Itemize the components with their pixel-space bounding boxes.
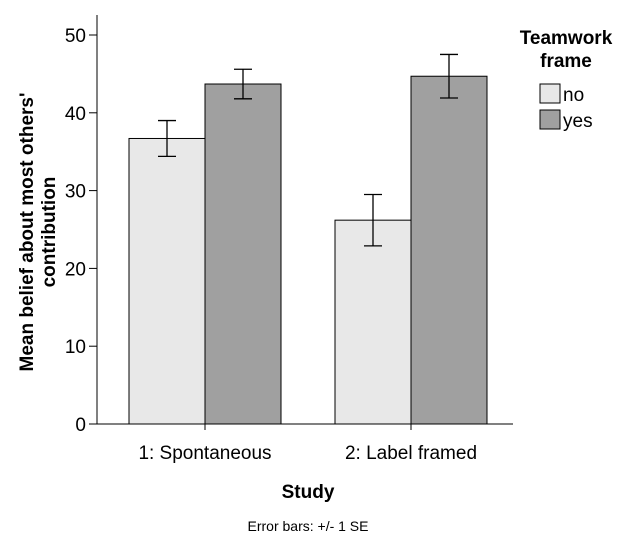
error-bar-note: Error bars: +/- 1 SE	[248, 518, 369, 534]
plot-area	[128, 53, 488, 425]
bar-no-1	[128, 137, 206, 425]
legend-label-no: no	[563, 85, 584, 106]
error-bar-no-2	[364, 193, 382, 247]
error-bar-yes-1	[234, 68, 252, 100]
y-axis: 0 10 20 30 40 50	[65, 15, 98, 436]
error-bar-no-1	[158, 119, 176, 158]
y-axis-title: Mean belief about most others' contribut…	[17, 93, 60, 372]
y-tick-label: 10	[65, 337, 86, 358]
legend-label-yes: yes	[563, 111, 593, 132]
error-bar-yes-2	[440, 53, 458, 99]
y-tick-label: 20	[65, 259, 86, 280]
y-axis-title-line-1: Mean belief about most others'	[17, 93, 38, 372]
legend-swatch-yes	[539, 109, 561, 130]
y-axis-title-line-2: contribution	[39, 177, 60, 288]
x-axis: 1: Spontaneous 2: Label framed	[97, 423, 513, 464]
y-tick-label: 40	[65, 104, 86, 125]
y-tick-label: 50	[65, 26, 86, 47]
legend: Teamwork frame no yes	[520, 28, 613, 132]
x-tick-label: 1: Spontaneous	[138, 443, 271, 464]
legend-title-line-2: frame	[540, 51, 592, 72]
legend-title-line-1: Teamwork	[520, 28, 613, 49]
bar-no-2	[334, 219, 412, 425]
bar-yes-1	[204, 83, 282, 425]
x-tick-label: 2: Label framed	[345, 443, 477, 464]
y-tick-label: 30	[65, 182, 86, 203]
y-tick-label: 0	[75, 415, 86, 436]
x-axis-title: Study	[282, 482, 335, 503]
legend-swatch-no	[539, 83, 561, 104]
bar-yes-2	[410, 75, 488, 425]
